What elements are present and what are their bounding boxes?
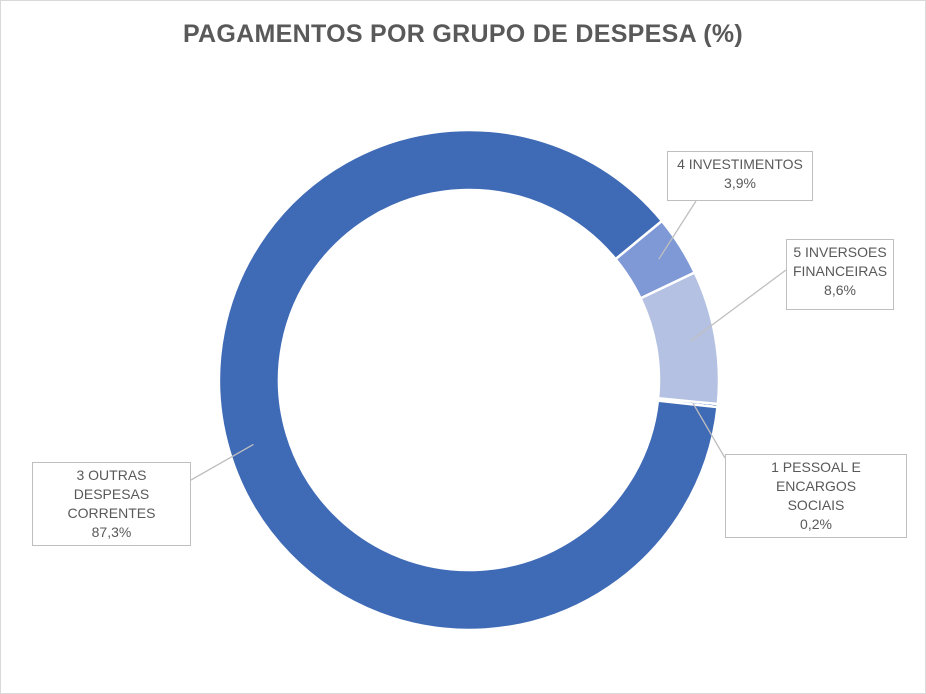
data-label-3: 4 INVESTIMENTOS 3,9% [667, 151, 813, 201]
slice-4 [638, 270, 721, 406]
data-label-name: CORRENTES [67, 505, 156, 521]
leader-line-4 [690, 269, 787, 342]
data-label-value: 87,3% [91, 524, 132, 540]
data-label-name: 4 INVESTIMENTOS [677, 156, 803, 172]
data-label-4: 5 INVERSOES FINANCEIRAS 8,6% [786, 239, 894, 310]
data-label-1: 1 PESSOAL E ENCARGOS SOCIAIS 0,2% [725, 454, 907, 538]
data-label-2: 3 OUTRAS DESPESAS CORRENTES 87,3% [32, 462, 191, 546]
slice-2 [217, 128, 719, 632]
data-label-value: 3,9% [724, 175, 756, 191]
data-label-name: 1 PESSOAL E ENCARGOS [771, 459, 861, 494]
leader-lines-group [190, 200, 787, 481]
leader-line-1 [692, 402, 726, 459]
chart-title: PAGAMENTOS POR GRUPO DE DESPESA (%) [182, 20, 744, 48]
data-label-value: 0,2% [800, 516, 832, 532]
data-label-name: FINANCEIRAS [792, 263, 888, 279]
data-label-name: 3 OUTRAS DESPESAS [73, 467, 150, 502]
leader-line-2 [190, 443, 254, 481]
slices-group [217, 128, 721, 632]
leader-line-3 [658, 200, 697, 260]
data-label-name: SOCIAIS [787, 497, 845, 513]
data-label-value: 8,6% [824, 282, 856, 298]
data-label-name: 5 INVERSOES [793, 244, 887, 260]
